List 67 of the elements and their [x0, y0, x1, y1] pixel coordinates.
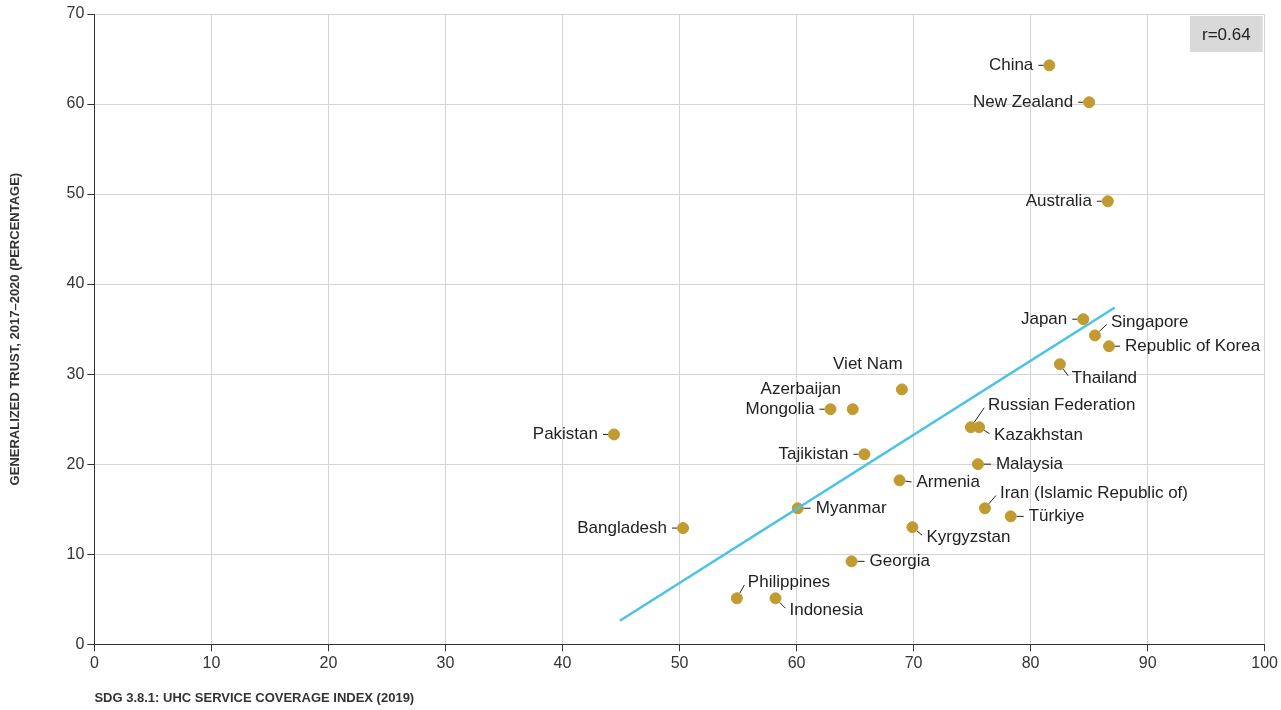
point — [895, 383, 908, 396]
point — [769, 592, 782, 605]
point — [1077, 313, 1090, 326]
annotation: Japan — [1020, 308, 1068, 328]
point — [1088, 329, 1101, 342]
annotation: Azerbaijan — [760, 378, 841, 398]
x-tick-label: 80 — [1021, 654, 1040, 672]
x-tick-label: 70 — [904, 654, 923, 672]
annotation: Pakistan — [532, 424, 598, 444]
x-tick-label: 10 — [202, 654, 221, 672]
x-tick-label: 30 — [436, 654, 455, 672]
annotation: Türkiye — [1028, 506, 1085, 526]
annotation: Tajikistan — [778, 443, 849, 463]
annotation: Thailand — [1071, 367, 1138, 387]
y-axis-title: GENERALIZED TRUST, 2017–2020 (PERCENTAGE) — [7, 172, 23, 486]
annotation: Mongolia — [745, 398, 816, 418]
point — [1053, 358, 1066, 371]
point — [858, 448, 871, 461]
annotation: Republic of Korea — [1125, 335, 1261, 355]
point — [845, 555, 858, 568]
annotation: Viet Nam — [833, 354, 903, 374]
x-tick-label: 20 — [319, 654, 338, 672]
point — [1083, 96, 1096, 109]
x-tick-label: 0 — [89, 654, 99, 672]
annotation: Bangladesh — [577, 517, 668, 537]
annotation: r=0.64 — [1201, 24, 1251, 44]
annotation: Philippines — [747, 571, 831, 591]
point — [1101, 195, 1114, 208]
annotation: Myanmar — [815, 497, 887, 517]
point — [607, 428, 620, 441]
y-tick-label: 70 — [66, 4, 85, 22]
x-tick-label: 60 — [787, 654, 806, 672]
x-tick-label: 40 — [553, 654, 572, 672]
annotation: Armenia — [916, 472, 981, 492]
point — [1043, 59, 1056, 72]
annotation: Iran (Islamic Republic of) — [999, 482, 1188, 502]
annotation: Russian Federation — [987, 394, 1136, 414]
point — [906, 521, 919, 534]
annotation: Georgia — [869, 551, 931, 571]
y-tick-label: 0 — [75, 634, 85, 652]
x-axis-title: SDG 3.8.1: UHC SERVICE COVERAGE INDEX (2019) — [94, 689, 415, 705]
annotation: Singapore — [1110, 312, 1189, 332]
point — [677, 522, 690, 535]
y-tick-label: 20 — [66, 454, 85, 472]
point — [971, 458, 984, 471]
x-tick-label: 100 — [1251, 654, 1279, 672]
point — [730, 592, 743, 605]
point — [824, 403, 837, 416]
y-tick-label: 60 — [66, 94, 85, 112]
annotation: Kazakhstan — [994, 424, 1083, 444]
annotation: Kyrgyzstan — [926, 526, 1011, 546]
point — [1103, 340, 1116, 353]
y-tick-label: 40 — [66, 274, 85, 292]
x-tick-label: 90 — [1138, 654, 1157, 672]
point — [1004, 510, 1017, 523]
annotation: Australia — [1025, 190, 1093, 210]
annotation: Indonesia — [789, 599, 864, 619]
annotation: Malaysia — [995, 453, 1064, 473]
point — [846, 403, 859, 416]
annotation: New Zealand — [972, 91, 1074, 111]
y-tick-label: 30 — [66, 364, 85, 382]
point — [978, 502, 991, 515]
point — [893, 474, 906, 487]
annotation: China — [988, 55, 1034, 74]
y-tick-label: 10 — [66, 544, 85, 562]
x-tick-label: 50 — [670, 654, 689, 672]
y-tick-label: 50 — [66, 184, 85, 202]
